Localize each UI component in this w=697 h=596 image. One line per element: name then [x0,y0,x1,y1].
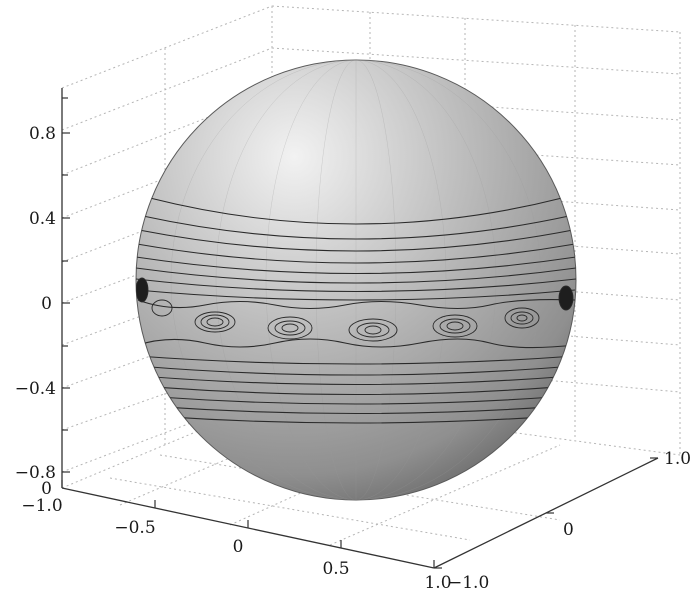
x-tick-label: 0 [233,537,244,557]
vortex-cell [504,307,540,329]
vortex-cells [136,277,574,342]
z-tick-label: 0.4 [29,209,56,229]
x-tick-label: 0.5 [322,559,349,579]
vortex-cell [194,311,236,333]
vertical-axis-labels: 0.8 0.4 0 −0.4 −0.8 0 [15,124,56,499]
vertical-axis-ticks [62,97,70,473]
z-tick-label: −0.8 [15,463,56,483]
vortex-cell [432,314,478,338]
z-tick-label: 0 [41,479,52,499]
x-tick-label: 1.0 [424,573,451,591]
vortex-cell [136,277,574,311]
vortex-cell [151,299,173,317]
contour-lines [136,197,576,424]
x-tick-label: −1.0 [21,496,62,516]
x-tick-label: −0.5 [114,518,155,538]
x-axis-ticks [61,480,435,568]
y-axis-labels: −1.0 0 1.0 [448,449,691,593]
y-tick-label: −1.0 [448,573,489,591]
vortex-cell [348,318,398,342]
x-axis-labels: −1.0 −0.5 0 0.5 1.0 [21,496,451,593]
z-tick-label: 0.8 [29,124,56,144]
z-tick-label: 0 [41,294,52,314]
y-axis-ticks [434,457,658,569]
z-tick-label: −0.4 [15,379,56,399]
y-tick-label: 0 [563,520,574,540]
y-tick-label: 1.0 [664,449,691,469]
vortex-cell [267,316,313,340]
